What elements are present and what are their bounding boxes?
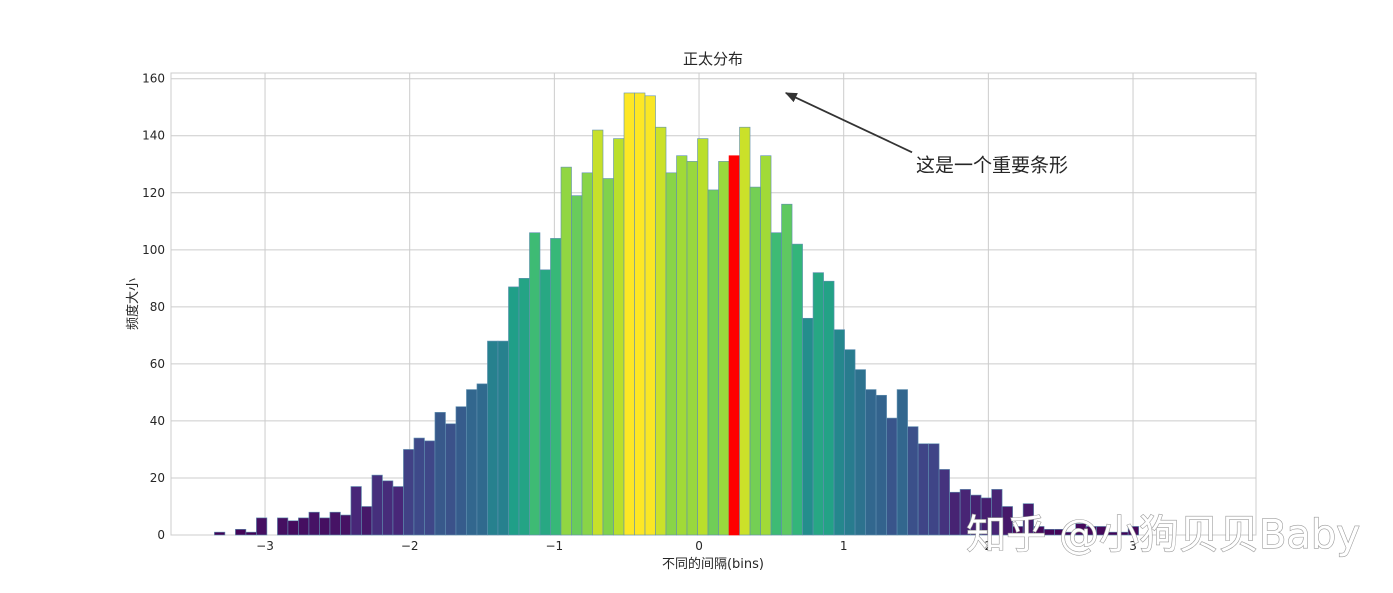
histogram-bar xyxy=(487,340,499,536)
annotation-arrow xyxy=(784,92,913,154)
histogram-bar xyxy=(686,161,698,536)
histogram-bar xyxy=(1127,526,1139,536)
histogram-bar xyxy=(886,417,898,536)
histogram-bar xyxy=(497,340,509,536)
y-tick-label: 100 xyxy=(142,243,165,257)
histogram-bar xyxy=(413,437,425,536)
histogram-bar xyxy=(928,443,940,536)
x-tick-label: −1 xyxy=(546,539,564,553)
histogram-bar xyxy=(896,389,908,536)
histogram-bar xyxy=(245,531,257,536)
histogram-bar xyxy=(424,440,436,536)
chart-title: 正太分布 xyxy=(683,50,743,68)
histogram-bar xyxy=(865,389,877,536)
histogram-bar xyxy=(728,155,740,536)
x-tick-label: −2 xyxy=(401,539,419,553)
histogram-bar xyxy=(676,155,688,536)
histogram-bar xyxy=(235,528,247,536)
y-tick-label: 140 xyxy=(142,129,165,143)
histogram-bar xyxy=(550,238,562,536)
histogram-bar xyxy=(277,517,289,536)
histogram-bar xyxy=(623,92,635,536)
watermark-text: 知乎 @小狗贝贝Baby xyxy=(966,512,1360,558)
x-axis-label: 不同的间隔(bins) xyxy=(662,556,764,572)
histogram-bar xyxy=(539,269,551,536)
histogram-bar xyxy=(875,394,887,536)
histogram-bar xyxy=(718,161,730,536)
histogram-bar xyxy=(340,514,352,536)
histogram-bar xyxy=(949,491,961,536)
histogram-bar xyxy=(560,166,572,536)
histogram-bar xyxy=(392,486,404,536)
histogram-bar xyxy=(361,506,373,536)
histogram-bar xyxy=(445,423,457,536)
histogram-bar xyxy=(1096,526,1108,536)
histogram-bar xyxy=(854,369,866,536)
histogram-bar xyxy=(476,383,488,536)
y-tick-label: 40 xyxy=(150,414,165,428)
histogram-bar xyxy=(739,126,751,536)
histogram-bar xyxy=(529,232,541,536)
histogram-bar xyxy=(256,517,268,536)
histogram-bar xyxy=(665,172,677,536)
histogram-bar xyxy=(1001,506,1013,536)
annotation-text: 这是一个重要条形 xyxy=(916,154,1068,176)
x-axis-ticks: −3 −2 −1 0 1 2 3 xyxy=(256,539,1137,553)
histogram-bar xyxy=(592,129,604,536)
histogram-bar xyxy=(707,189,719,536)
histogram-bar xyxy=(466,389,478,536)
histogram-bar xyxy=(770,232,782,536)
y-tick-label: 0 xyxy=(157,528,165,542)
histogram-bar xyxy=(812,272,824,536)
histogram-bar xyxy=(350,486,362,536)
histogram-bar xyxy=(634,92,646,536)
histogram-bar xyxy=(403,449,415,536)
histogram-bar xyxy=(781,203,793,536)
histogram-bar xyxy=(938,469,950,536)
histogram-bars xyxy=(214,92,1139,536)
x-tick-label: 1 xyxy=(840,539,848,553)
histogram-bar xyxy=(760,155,772,536)
x-tick-label: −3 xyxy=(256,539,274,553)
histogram-bar xyxy=(571,195,583,536)
histogram-bar xyxy=(455,406,467,536)
x-tick-label: 0 xyxy=(695,539,703,553)
histogram-bar xyxy=(319,517,331,536)
y-tick-label: 160 xyxy=(142,72,165,86)
histogram-bar xyxy=(613,138,625,536)
histogram-bar xyxy=(298,517,310,536)
histogram-bar xyxy=(602,178,614,536)
histogram-bar xyxy=(371,474,383,536)
x-tick-label: 3 xyxy=(1129,539,1137,553)
histogram-bar xyxy=(917,443,929,536)
histogram-bar xyxy=(1022,503,1034,536)
histogram-bar xyxy=(581,172,593,536)
y-tick-label: 120 xyxy=(142,186,165,200)
histogram-bar xyxy=(907,426,919,536)
histogram-bar xyxy=(518,278,530,536)
y-tick-label: 80 xyxy=(150,300,165,314)
histogram-bar xyxy=(287,520,299,536)
y-tick-label: 60 xyxy=(150,357,165,371)
histogram-bar xyxy=(382,480,394,536)
y-tick-label: 20 xyxy=(150,471,165,485)
histogram-bar xyxy=(644,95,656,536)
histogram-bar xyxy=(833,329,845,536)
histogram-bar xyxy=(308,511,320,536)
y-axis-label: 频度大小 xyxy=(125,278,141,330)
histogram-bar xyxy=(802,317,814,536)
histogram-bar xyxy=(823,280,835,536)
histogram-bar xyxy=(749,186,761,536)
histogram-bar xyxy=(434,412,446,536)
histogram-bar xyxy=(655,126,667,536)
y-axis-ticks: 0 20 40 60 80 100 120 140 160 xyxy=(142,72,165,542)
histogram-bar xyxy=(791,243,803,536)
histogram-bar xyxy=(844,349,856,536)
x-tick-label: 2 xyxy=(985,539,993,553)
histogram-bar xyxy=(214,531,226,536)
histogram-bar xyxy=(697,138,709,536)
histogram-bar xyxy=(508,286,520,536)
histogram-bar xyxy=(329,511,341,536)
